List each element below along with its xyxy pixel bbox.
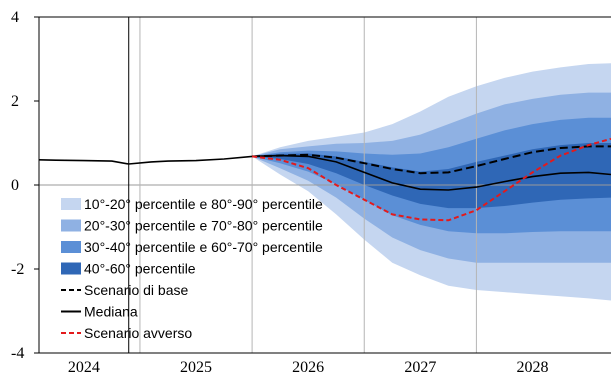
series-line-scenario-avverso — [251, 137, 611, 222]
legend-item: Scenario di base — [61, 282, 189, 298]
year-dividers — [128, 17, 477, 353]
legend-label: 30°-40° percentile e 60°-70° percentile — [84, 239, 323, 255]
legend-label: 40°-60° percentile — [84, 261, 196, 277]
legend-swatch — [61, 262, 81, 275]
legend-label: Scenario di base — [84, 282, 189, 298]
series-line-scenario-di-base — [252, 145, 611, 175]
x-tick-label: 2026 — [292, 359, 324, 376]
y-tick-label: 2 — [11, 93, 19, 110]
legend-item: 10°-20° percentile e 80°-90° percentile — [61, 196, 323, 212]
legend-item: 40°-60° percentile — [61, 261, 196, 277]
series-lines — [39, 137, 611, 222]
legend-swatch — [61, 198, 81, 210]
legend-item: 30°-40° percentile e 60°-70° percentile — [61, 239, 323, 255]
y-tick-label: -4 — [11, 345, 24, 362]
y-axis-ticks: 4 2 0 -2 -4 — [11, 9, 39, 362]
legend-item: Mediana — [61, 304, 138, 320]
legend-swatch — [61, 241, 81, 253]
legend-item: Scenario avverso — [61, 325, 192, 341]
x-tick-label: 2027 — [404, 359, 436, 376]
x-tick-label: 2025 — [180, 359, 212, 376]
legend: 10°-20° percentile e 80°-90° percentile 2… — [61, 196, 323, 341]
x-tick-label: 2028 — [516, 359, 548, 376]
legend-label: Scenario avverso — [84, 325, 192, 341]
legend-label: 10°-20° percentile e 80°-90° percentile — [84, 196, 323, 212]
y-tick-label: -2 — [11, 261, 24, 278]
y-tick-label: 0 — [11, 177, 19, 194]
y-tick-label: 4 — [11, 9, 19, 26]
x-tick-label: 2024 — [68, 359, 100, 376]
percentile-bands — [252, 63, 611, 301]
legend-label: 20°-30° percentile e 70°-80° percentile — [84, 218, 323, 234]
legend-label: Mediana — [84, 304, 138, 320]
x-axis-ticks: 2024 2025 2026 2027 2028 — [68, 359, 549, 376]
legend-swatch — [61, 219, 81, 232]
history-line — [39, 155, 253, 165]
legend-item: 20°-30° percentile e 70°-80° percentile — [61, 218, 323, 234]
series-line-mediana — [252, 154, 611, 191]
